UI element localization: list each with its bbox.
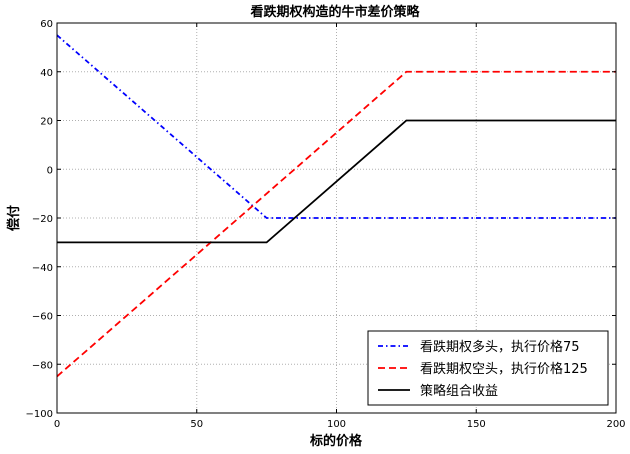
legend: 看跌期权多头，执行价格75 看跌期权空头，执行价格125 策略组合收益 (367, 330, 609, 406)
series-line-1 (56, 70, 616, 378)
x-tick-label: 100 (327, 419, 346, 430)
y-tick-label: 60 (40, 19, 53, 30)
x-tick-label: 150 (467, 419, 486, 430)
y-tick-label: 40 (40, 68, 53, 79)
legend-box (367, 330, 609, 406)
legend-label-0: 看跌期权多头，执行价格75 (420, 339, 580, 355)
legend-label-1: 看跌期权空头，执行价格125 (420, 361, 588, 377)
y-tick-label: −40 (32, 263, 53, 274)
legend-label-2: 策略组合收益 (420, 383, 498, 399)
x-tick-label: 200 (606, 419, 625, 430)
x-tick-label: 0 (54, 419, 60, 430)
x-axis-label: 标的价格 (309, 433, 363, 449)
chart-title: 看跌期权构造的牛市差价策略 (250, 4, 420, 20)
y-tick-label: 20 (40, 117, 53, 128)
series-line-2 (57, 119, 616, 244)
y-tick-label: −60 (32, 312, 53, 323)
series-lines (56, 34, 616, 378)
y-tick-label: −100 (26, 409, 53, 420)
y-tick-label: −20 (32, 214, 53, 225)
x-tick-label: 50 (190, 419, 203, 430)
series-line-0 (56, 34, 616, 219)
y-tick-label: 0 (47, 165, 53, 176)
ticks: 0 50 100 150 200 −100 −80 −60 −40 −20 0 20 40 60 (26, 19, 626, 430)
y-axis-label: 偿付 (6, 205, 22, 231)
y-tick-label: −80 (32, 360, 53, 371)
